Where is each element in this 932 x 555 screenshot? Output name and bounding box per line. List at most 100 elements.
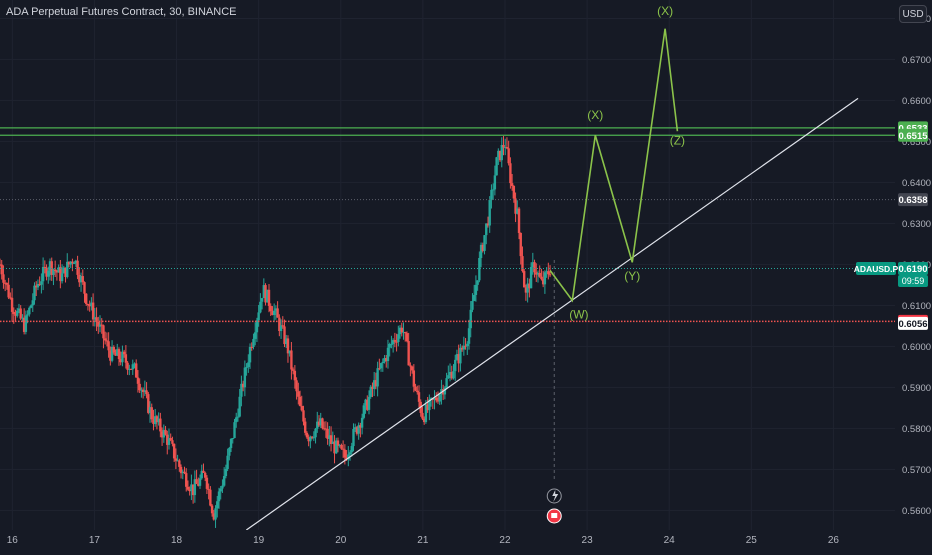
candle-body xyxy=(438,394,441,402)
candle-body xyxy=(450,371,453,379)
candle-body xyxy=(412,370,416,387)
candle-body xyxy=(359,425,362,428)
candle-body xyxy=(164,429,167,435)
candle-body xyxy=(9,297,12,299)
candle-body xyxy=(478,257,481,281)
candle-body xyxy=(233,422,236,439)
candle-body xyxy=(333,441,336,454)
symbol-tag xyxy=(856,261,896,275)
candle-body xyxy=(502,144,505,148)
y-tick-label: 0.5700 xyxy=(902,465,931,476)
candle-body xyxy=(319,418,322,426)
candle-body xyxy=(522,271,526,288)
candle-body xyxy=(324,428,328,430)
candle-body xyxy=(350,446,353,453)
wave-projection-line xyxy=(549,28,679,303)
candle-body xyxy=(155,416,159,423)
candle-body xyxy=(28,307,31,315)
candle-body xyxy=(338,445,341,447)
candle-body xyxy=(293,370,297,381)
candle-body xyxy=(200,470,203,479)
candle-body xyxy=(131,364,134,370)
candle-body xyxy=(348,452,352,455)
candle-body xyxy=(38,284,41,286)
candle-body xyxy=(195,479,198,484)
candle-body xyxy=(526,283,529,293)
candle-body xyxy=(304,421,307,433)
countdown-badge xyxy=(898,274,928,287)
candle-body xyxy=(21,317,24,319)
candle-body xyxy=(60,273,64,282)
x-tick-label: 16 xyxy=(7,535,19,546)
candle-body xyxy=(464,345,467,347)
candle-body xyxy=(141,389,145,393)
candle-body xyxy=(388,343,391,348)
candle-body xyxy=(543,272,547,285)
x-tick-label: 18 xyxy=(171,535,183,546)
candle-body xyxy=(166,434,169,445)
candle-body xyxy=(381,361,384,364)
candle-body xyxy=(314,428,317,438)
candle-body xyxy=(521,256,524,272)
candle-body xyxy=(24,315,28,332)
candle-body xyxy=(90,302,93,307)
candle-body xyxy=(202,470,205,473)
candle-body xyxy=(188,489,191,492)
candle-body xyxy=(495,157,498,176)
candle-body xyxy=(426,404,429,411)
candle-body xyxy=(107,341,110,351)
candle-body xyxy=(507,148,510,164)
candle-body xyxy=(281,325,284,327)
candle-body xyxy=(354,427,357,430)
candle-body xyxy=(31,300,34,306)
candle-body xyxy=(255,320,259,333)
candle-body xyxy=(138,383,141,391)
candle-body xyxy=(71,261,74,264)
candle-body xyxy=(491,189,495,191)
y-tick-label: 0.6600 xyxy=(902,96,931,107)
candle-body xyxy=(445,378,448,388)
candle-body xyxy=(297,391,300,397)
candle-body xyxy=(124,354,128,363)
price-badge-label: 0.6515 xyxy=(898,131,928,142)
candle-body xyxy=(512,185,516,199)
candle-body xyxy=(295,380,298,392)
candle-body xyxy=(109,350,112,361)
candle-body xyxy=(493,175,497,190)
candle-body xyxy=(345,457,348,460)
candle-body xyxy=(98,324,102,327)
currency-button[interactable]: USD xyxy=(899,5,927,23)
candle-body xyxy=(22,317,26,332)
candle-body xyxy=(276,308,279,318)
candle-body xyxy=(207,488,210,490)
price-badge xyxy=(898,128,928,142)
candle-body xyxy=(228,447,231,456)
candle-body xyxy=(529,266,533,289)
candle-body xyxy=(145,390,148,395)
countdown-label: 09:59 xyxy=(902,276,925,286)
candle-body xyxy=(271,311,274,316)
candle-body xyxy=(516,208,519,214)
candle-body xyxy=(455,354,459,360)
candle-body xyxy=(486,223,490,226)
candle-body xyxy=(7,284,10,298)
candle-body xyxy=(160,431,164,438)
candle-body xyxy=(476,280,479,285)
candle-body xyxy=(159,418,162,432)
candle-body xyxy=(421,412,424,419)
candle-body xyxy=(119,359,122,363)
candle-body xyxy=(355,427,359,434)
candle-body xyxy=(17,308,21,311)
candle-body xyxy=(417,392,421,402)
candle-body xyxy=(26,314,29,316)
candle-body xyxy=(152,419,155,424)
candle-body xyxy=(395,341,398,343)
candle-body xyxy=(193,479,197,496)
candle-body xyxy=(19,308,22,319)
candle-body xyxy=(117,349,121,360)
candle-body xyxy=(69,261,72,265)
candle-body xyxy=(55,271,59,273)
candle-body xyxy=(47,270,50,277)
